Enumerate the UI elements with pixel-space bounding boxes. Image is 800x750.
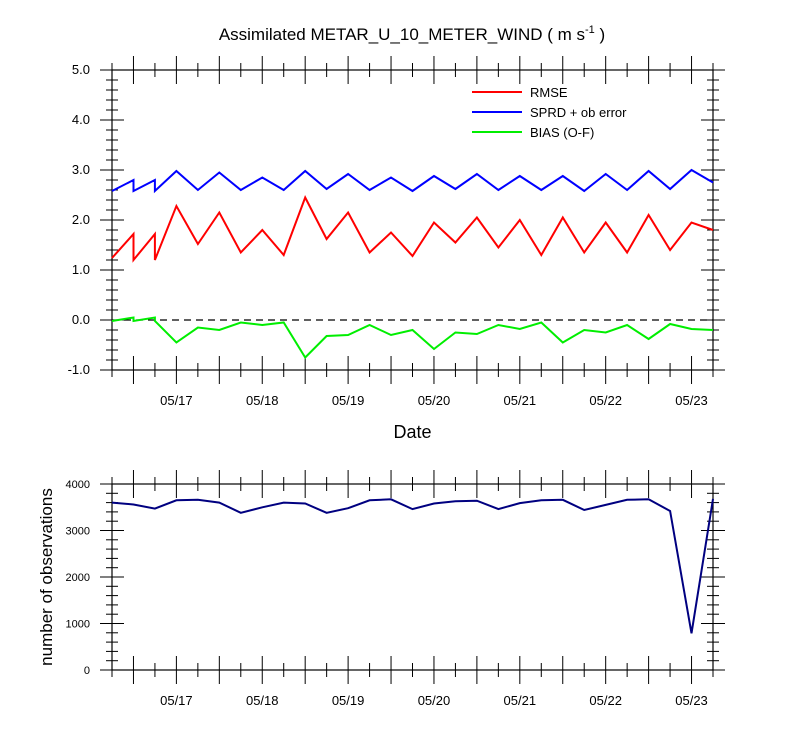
top-y-tick-label: 1.0 [72,262,90,277]
top-y-tick-label: 3.0 [72,162,90,177]
top-x-tick-label: 05/22 [589,393,622,408]
bottom-x-tick-label: 05/23 [675,693,708,708]
top-x-tick-label: 05/21 [504,393,537,408]
legend-label: BIAS (O-F) [530,125,594,140]
bottom-y-tick-label: 1000 [66,619,90,631]
series-line-rmse [111,195,714,263]
top-x-tick-label: 05/19 [332,393,365,408]
top-x-tick-label: 05/20 [418,393,451,408]
bottom-y-tick-label: 2000 [66,572,90,584]
bottom-y-tick-label: 4000 [66,479,90,491]
y-axis-label: number of observations [37,488,56,666]
top-y-tick-label: -1.0 [68,362,90,377]
bottom-x-tick-label: 05/20 [418,693,451,708]
bottom-x-tick-label: 05/18 [246,693,279,708]
legend-label: SPRD + ob error [530,105,627,120]
top-y-tick-label: 4.0 [72,112,90,127]
x-axis-label: Date [393,422,431,442]
bottom-x-tick-label: 05/21 [504,693,537,708]
top-y-tick-label: 2.0 [72,212,90,227]
series-line-bias-o-f [111,316,714,360]
top-x-tick-label: 05/17 [160,393,193,408]
bottom-plot-frame [111,483,714,671]
bottom-y-tick-label: 3000 [66,526,90,538]
chart-title: Assimilated METAR_U_10_METER_WIND ( m s-… [219,24,605,44]
top-y-tick-label: 0.0 [72,312,90,327]
bottom-x-tick-label: 05/17 [160,693,193,708]
bottom-x-tick-label: 05/22 [589,693,622,708]
series-line-sprd-ob-error [111,168,714,194]
top-y-tick-label: 5.0 [72,62,90,77]
bottom-x-tick-label: 05/19 [332,693,365,708]
legend-label: RMSE [530,85,568,100]
bottom-y-tick-label: 0 [84,665,90,677]
top-x-tick-label: 05/23 [675,393,708,408]
observation-count-line [111,498,714,634]
top-x-tick-label: 05/18 [246,393,279,408]
